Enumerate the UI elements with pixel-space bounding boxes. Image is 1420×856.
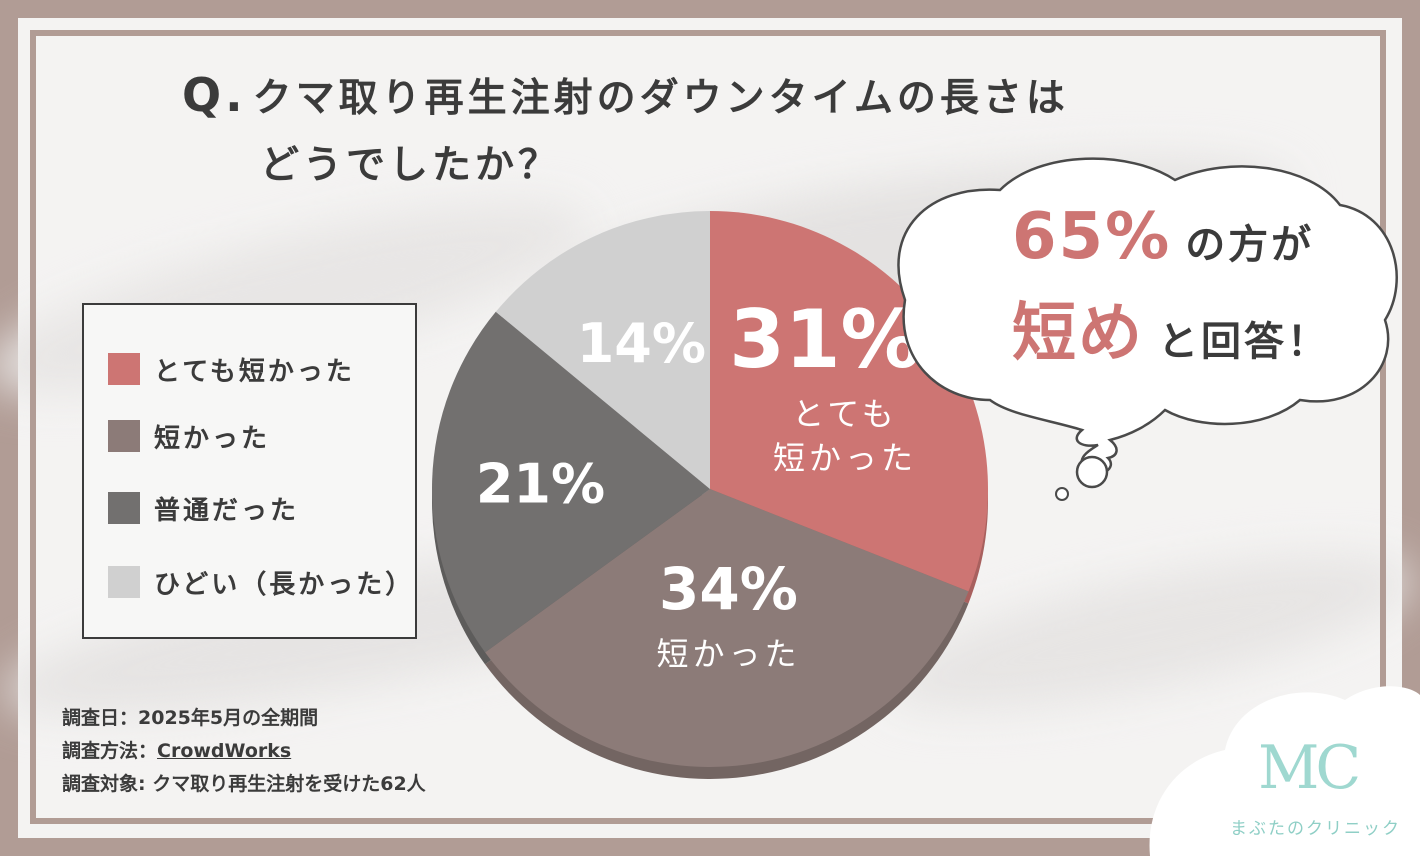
thought-cloud-shape <box>897 157 1398 475</box>
legend-swatch <box>108 420 140 452</box>
note-method: 調査方法：CrowdWorks <box>62 735 426 768</box>
pie-slice <box>485 489 969 767</box>
note-target: 調査対象: クマ取り再生注射を受けた62人 <box>62 768 426 801</box>
chart-title: Q. クマ取り再生注射のダウンタイムの長さは <box>182 72 1069 118</box>
legend-swatch <box>108 353 140 385</box>
thought-dot-small <box>1055 487 1069 501</box>
question-mark-label: Q. <box>182 68 247 122</box>
legend-label: ひどい（長かった） <box>154 569 415 600</box>
note-method-label: 調査方法： <box>62 740 158 762</box>
legend-item: 短かった <box>108 418 270 454</box>
callout-text-2: と回答！ <box>1158 319 1330 365</box>
thought-dot-large <box>1075 455 1109 489</box>
note-date-label: 調査日： <box>62 707 139 729</box>
note-target-label: 調査対象: <box>62 773 153 795</box>
pie-slice <box>495 211 710 489</box>
legend: とても短かった 短かった 普通だった ひどい（長かった） <box>82 303 417 639</box>
title-line-1: クマ取り再生注射のダウンタイムの長さは <box>252 76 1069 121</box>
legend-label: とても短かった <box>154 356 355 387</box>
pie-slice <box>432 311 710 653</box>
note-target-value: クマ取り再生注射を受けた62人 <box>152 773 426 795</box>
callout-highlight: 短め <box>1012 297 1144 371</box>
slice-percent-label: 34% <box>659 555 798 623</box>
callout-percent: 65% <box>1012 200 1172 274</box>
slice-percent-label: 31% <box>729 293 920 386</box>
legend-swatch <box>108 492 140 524</box>
logo-name: まぶたのクリニック <box>1230 819 1401 839</box>
slice-category-label: とても <box>792 395 897 433</box>
survey-notes: 調査日：2025年5月の全期間 調査方法：CrowdWorks 調査対象: クマ… <box>62 702 426 801</box>
slice-percent-label: 21% <box>476 453 605 516</box>
callout-line-1: 65% の方が <box>1012 200 1314 274</box>
callout-line-2: 短め と回答！ <box>1012 282 1330 374</box>
slice-category-label: 短かった <box>773 439 917 477</box>
legend-item: 普通だった <box>108 490 299 526</box>
legend-item: とても短かった <box>108 351 355 387</box>
note-date: 調査日：2025年5月の全期間 <box>62 702 426 735</box>
legend-label: 短かった <box>154 423 271 454</box>
slice-percent-label: 14% <box>577 312 706 375</box>
legend-label: 普通だった <box>154 495 300 526</box>
callout-text-1: の方が <box>1185 222 1315 268</box>
legend-swatch <box>108 566 140 598</box>
logo-mark: MC <box>1258 733 1361 803</box>
slice-category-label: 短かった <box>656 635 800 673</box>
title-line-2: どうでしたか？ <box>260 143 562 188</box>
legend-item: ひどい（長かった） <box>108 564 414 600</box>
note-method-value: CrowdWorks <box>157 740 292 762</box>
note-date-value: 2025年5月の全期間 <box>138 707 319 729</box>
inner-frame-border <box>30 30 1386 824</box>
